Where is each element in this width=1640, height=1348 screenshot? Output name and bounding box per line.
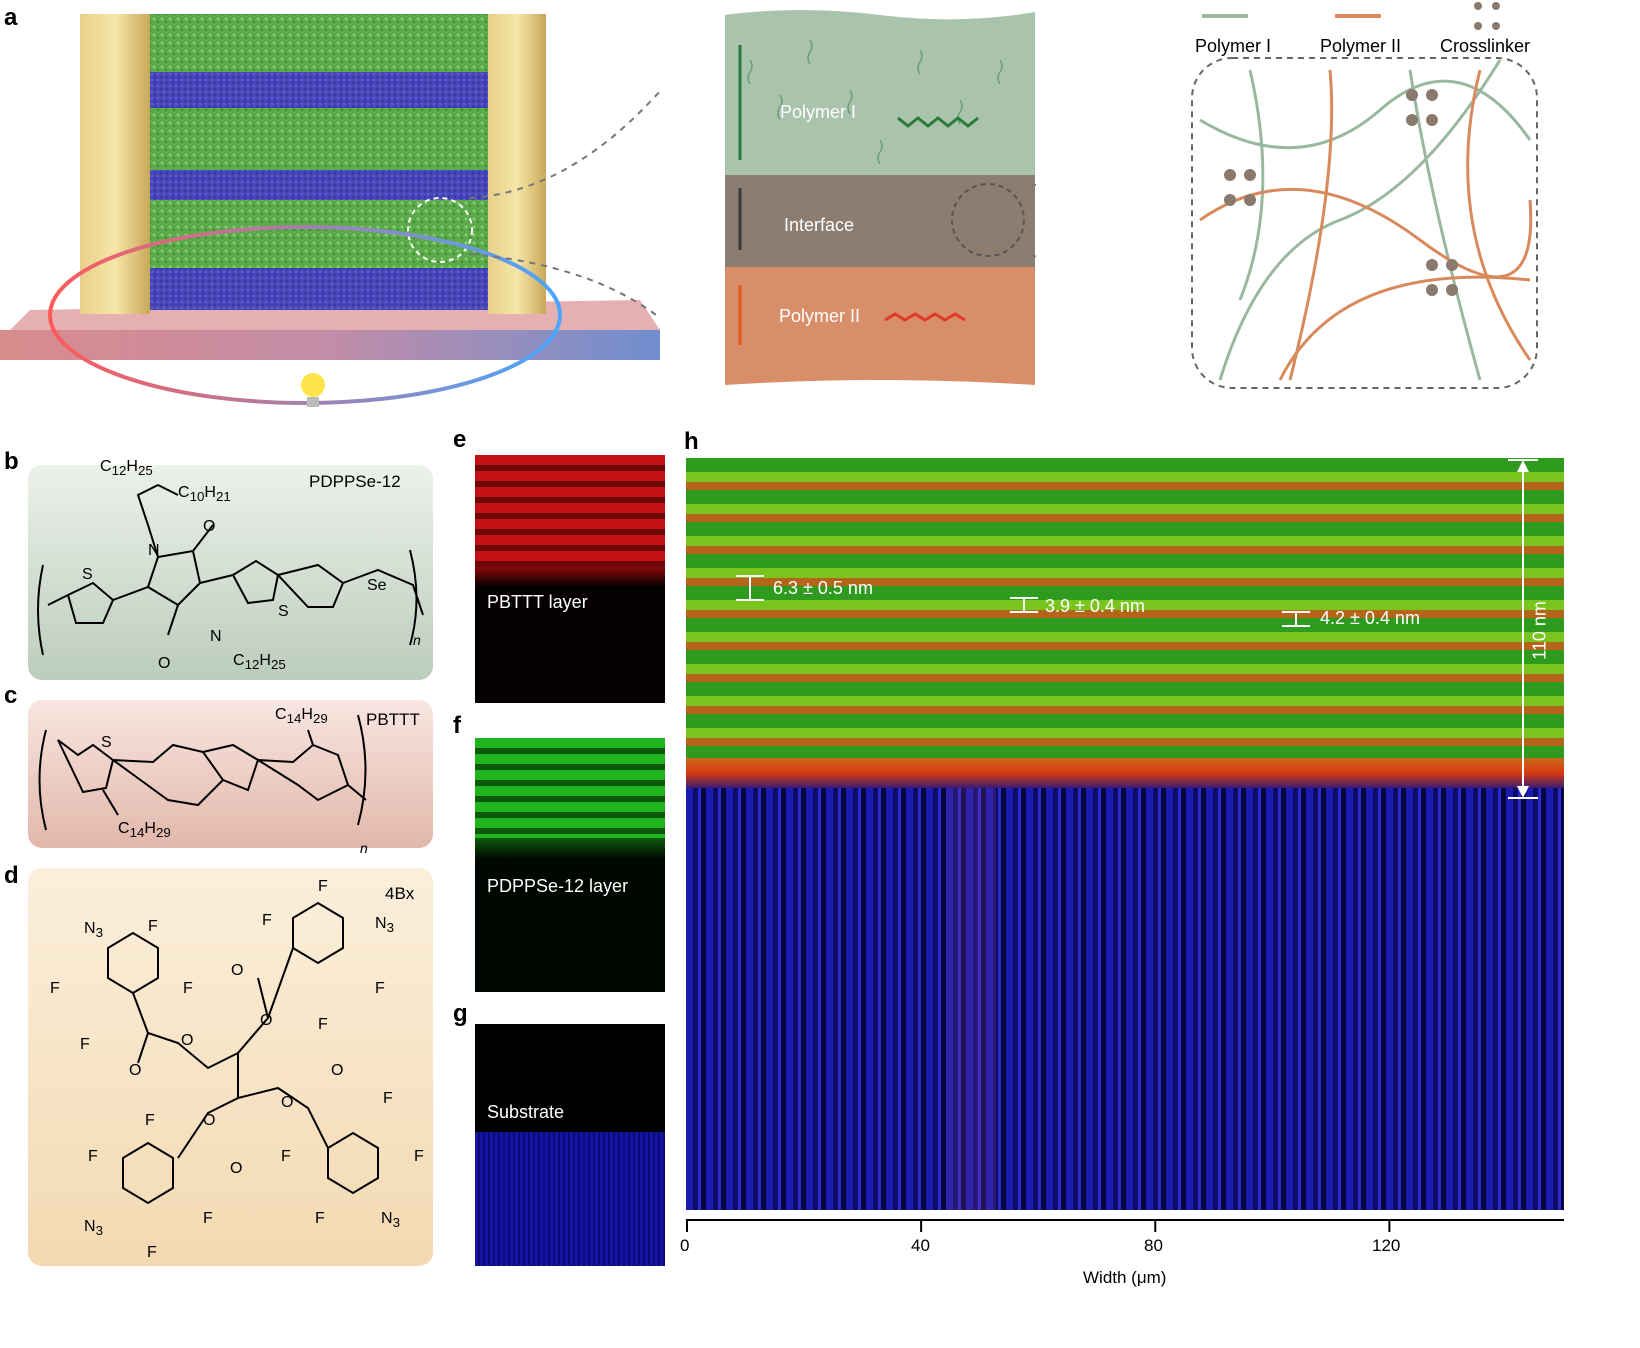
pdppse12-name: PDPPSe-12 [309, 472, 401, 491]
panel-letter-a: a [4, 4, 18, 31]
fourbx-n3-a: N3 [84, 920, 103, 941]
pdppse12-atom-s1: S [82, 566, 93, 583]
panel-letter-c: c [4, 682, 18, 709]
spacing-label-2: 3.9 ± 0.4 nm [1045, 596, 1145, 616]
pdppse12-atom-n2: N [210, 628, 222, 645]
pbttt-sub-top: C14H29 [275, 706, 328, 727]
pbttt-layer-label: PBTTT layer [487, 592, 588, 612]
polymer2-layer-label: Polymer II [779, 306, 861, 326]
fourbx-structure [107, 901, 379, 1205]
substrate-map [475, 1024, 665, 1266]
panel-letter-b: b [4, 448, 19, 475]
fourbx-f-10: F [383, 1090, 393, 1107]
thickness-label: 110 nm [1529, 601, 1550, 660]
fourbx-f-11: F [88, 1148, 98, 1165]
panel-letter-g: g [453, 1000, 468, 1027]
pdppse12-atom-o1: O [203, 518, 216, 535]
pbttt-n-index: n [360, 840, 368, 856]
x-tick-label-40: 40 [911, 1236, 930, 1255]
panel-letter-h: h [684, 428, 699, 455]
fourbx-f-15: F [315, 1210, 325, 1227]
pdppse12-atom-s2: S [278, 603, 289, 620]
pdppse12-atom-n1: N [148, 542, 160, 559]
pbttt-atom-s: S [101, 734, 112, 751]
pdppse12-map [475, 738, 665, 992]
pbttt-sub-bottom: C14H29 [118, 820, 171, 841]
fourbx-f-16: F [147, 1244, 157, 1261]
layer-cross-section [725, 10, 1040, 385]
interface-layer-label: Interface [784, 215, 855, 235]
panel-letter-f: f [453, 712, 461, 739]
fourbx-f-8: F [80, 1036, 90, 1053]
fourbx-f-7: F [318, 1016, 328, 1033]
pbttt-structure [38, 714, 367, 831]
pdppse12-n-index: n [413, 632, 421, 648]
pdppse12-atom-se: Se [367, 577, 387, 594]
fourbx-f-12: F [281, 1148, 291, 1165]
fourbx-o-6: O [281, 1094, 294, 1111]
fourbx-f-3: F [148, 918, 158, 935]
panel-letter-e: e [453, 426, 467, 453]
fourbx-o-2: O [260, 1012, 273, 1029]
fourbx-f-5: F [183, 980, 193, 997]
substrate-base [0, 330, 660, 360]
bulb-icon [301, 373, 325, 397]
spacing-label-1: 6.3 ± 0.5 nm [773, 578, 873, 598]
device-illustration [0, 14, 660, 407]
composite-map [686, 458, 1564, 1210]
fourbx-box [28, 868, 433, 1266]
pdppse12-sub-top: C12H25 [100, 458, 153, 479]
pdppse12-layer-label: PDPPSe-12 layer [487, 876, 629, 896]
fourbx-f-6: F [375, 980, 385, 997]
polymer1-layer-label: Polymer I [780, 102, 857, 122]
legend-crosslinker: Crosslinker [1440, 36, 1531, 56]
fourbx-f-13: F [414, 1148, 424, 1165]
pdppse12-structure [37, 484, 424, 656]
fourbx-n3-c: N3 [84, 1218, 103, 1239]
pdppse12-atom-o2: O [158, 655, 171, 672]
x-tick-label-0: 0 [680, 1236, 690, 1255]
composite-annotations [736, 459, 1538, 799]
x-axis-title: Width (μm) [1083, 1268, 1167, 1287]
pbttt-map [475, 455, 665, 703]
fourbx-o-1: O [231, 962, 244, 979]
fourbx-n3-b: N3 [375, 915, 394, 936]
fourbx-n3-d: N3 [381, 1210, 400, 1231]
pdppse12-sub-bottom: C12H25 [233, 652, 286, 673]
fourbx-o-4: O [129, 1062, 142, 1079]
left-electrode [80, 14, 150, 314]
legend-polymer2: Polymer II [1320, 36, 1402, 56]
substrate-label: Substrate [487, 1102, 565, 1122]
panel-letter-d: d [4, 862, 19, 889]
circuit-ring [48, 225, 562, 405]
fourbx-f-14: F [203, 1210, 213, 1227]
crosslinked-network [1191, 2, 1538, 389]
fourbx-f-4: F [50, 980, 60, 997]
pdppse12-sub-side: C10H21 [178, 484, 231, 505]
fourbx-f-1: F [318, 878, 328, 895]
fourbx-o-7: O [203, 1112, 216, 1129]
x-tick-label-80: 80 [1144, 1236, 1163, 1255]
fourbx-o-5: O [331, 1062, 344, 1079]
spacing-label-3: 4.2 ± 0.4 nm [1320, 608, 1420, 628]
fourbx-name: 4Bx [385, 884, 415, 903]
pbttt-name: PBTTT [366, 710, 420, 729]
right-electrode [488, 14, 546, 314]
fourbx-f-2: F [262, 912, 272, 929]
fourbx-o-3: O [181, 1032, 194, 1049]
pdppse12-box [28, 465, 433, 680]
x-axis [686, 1219, 1564, 1232]
fourbx-f-9: F [145, 1112, 155, 1129]
legend-polymer1: Polymer I [1195, 36, 1272, 56]
fourbx-o-8: O [230, 1160, 243, 1177]
x-tick-label-120: 120 [1372, 1236, 1401, 1255]
